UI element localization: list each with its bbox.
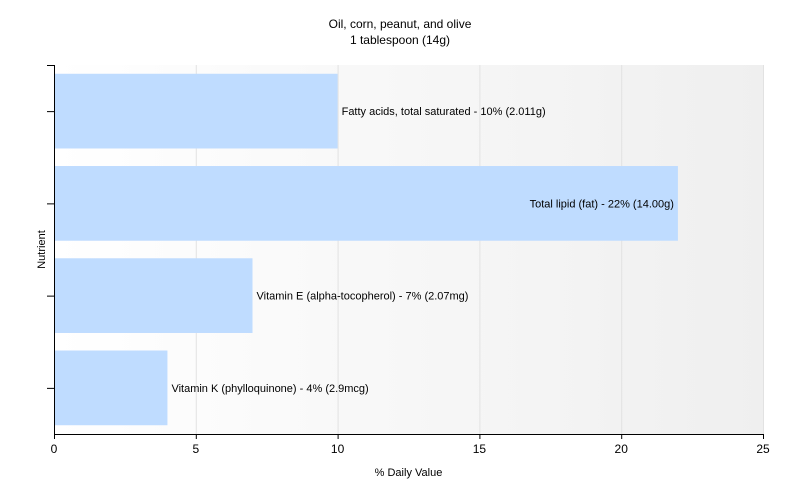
x-tick-label: 25 xyxy=(756,442,770,456)
x-tick-label: 15 xyxy=(473,442,487,456)
bar xyxy=(55,73,338,149)
chart-subtitle: 1 tablespoon (14g) xyxy=(349,33,451,47)
x-tick-label: 5 xyxy=(192,442,199,456)
x-tick-label: 10 xyxy=(331,442,345,456)
bar xyxy=(55,166,678,241)
chart-title: Oil, corn, peanut, and olive xyxy=(328,17,472,31)
bar xyxy=(55,350,168,426)
bar xyxy=(55,258,253,333)
bars: Fatty acids, total saturated - 10% (2.01… xyxy=(55,73,678,426)
axes: 0 5 10 15 20 25 xyxy=(47,65,770,456)
bar-label: Total lipid (fat) - 22% (14.00g) xyxy=(530,198,674,210)
x-tick-label: 20 xyxy=(615,442,629,456)
bar-label: Vitamin E (alpha-tocopherol) - 7% (2.07m… xyxy=(257,291,469,303)
bar-label: Fatty acids, total saturated - 10% (2.01… xyxy=(342,106,546,118)
x-tick-label: 0 xyxy=(51,442,58,456)
bar-label: Vitamin K (phylloquinone) - 4% (2.9mcg) xyxy=(171,383,368,395)
x-axis-title: % Daily Value xyxy=(375,467,443,479)
y-axis-title: Nutrient xyxy=(36,230,48,269)
